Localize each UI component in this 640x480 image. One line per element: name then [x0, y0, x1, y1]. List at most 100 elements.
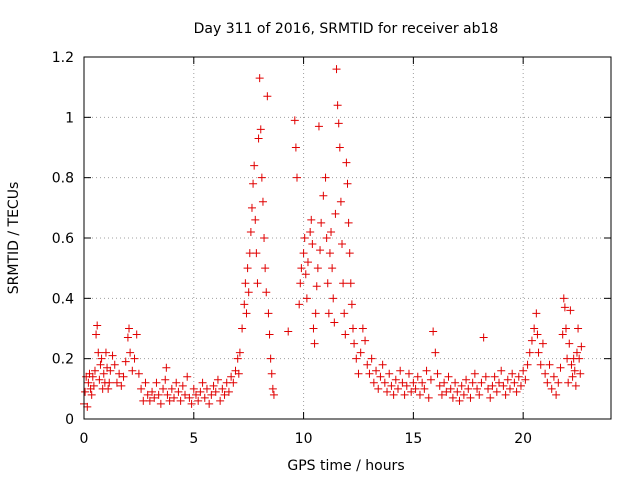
- plot-frame: [83, 56, 612, 420]
- data-point: [165, 396, 174, 405]
- data-point: [538, 339, 547, 348]
- data-point: [244, 288, 253, 297]
- data-point: [290, 116, 299, 125]
- data-point: [329, 294, 338, 303]
- data-point: [391, 375, 400, 384]
- data-point: [325, 249, 334, 258]
- data-point: [527, 336, 536, 345]
- data-point: [224, 387, 233, 396]
- data-point: [130, 354, 139, 363]
- data-point: [300, 234, 309, 242]
- data-point: [336, 197, 345, 206]
- data-point: [525, 348, 534, 357]
- data-point: [574, 324, 583, 333]
- data-point: [317, 218, 326, 227]
- data-point: [260, 234, 269, 242]
- data-point: [324, 309, 333, 318]
- data-point: [170, 393, 179, 402]
- data-point: [218, 384, 227, 393]
- data-point: [341, 330, 350, 339]
- data-point: [367, 354, 376, 363]
- data-point: [167, 384, 176, 393]
- data-point: [564, 378, 573, 387]
- x-tick-label: 0: [80, 431, 89, 447]
- data-point: [234, 369, 243, 378]
- data-point: [321, 173, 330, 182]
- data-point: [303, 258, 312, 267]
- data-point: [495, 378, 504, 387]
- data-point: [311, 309, 320, 318]
- data-point: [90, 366, 99, 375]
- data-point: [396, 366, 405, 375]
- data-point: [422, 366, 431, 375]
- data-point: [435, 381, 444, 390]
- data-point: [365, 369, 374, 378]
- data-point: [261, 264, 270, 273]
- data-point: [117, 381, 126, 390]
- data-point: [108, 351, 117, 360]
- data-point: [411, 384, 420, 393]
- data-point: [84, 378, 93, 387]
- data-point: [266, 354, 275, 363]
- data-point: [250, 161, 259, 170]
- data-point: [110, 360, 119, 369]
- data-point: [372, 366, 381, 375]
- data-point: [264, 309, 273, 318]
- data-point: [312, 282, 321, 291]
- x-tick-label: 10: [295, 431, 313, 447]
- data-point: [352, 354, 361, 363]
- data-point: [398, 378, 407, 387]
- data-point: [380, 378, 389, 387]
- data-point: [440, 378, 449, 387]
- data-point: [490, 372, 499, 381]
- data-point: [194, 396, 203, 405]
- data-point: [547, 384, 556, 393]
- data-point: [126, 348, 135, 357]
- data-point: [418, 378, 427, 387]
- data-point: [128, 366, 137, 375]
- data-point: [433, 369, 442, 378]
- data-point: [310, 339, 319, 348]
- data-point: [235, 348, 244, 357]
- data-point: [172, 378, 181, 387]
- data-point: [306, 227, 315, 236]
- data-point: [501, 390, 510, 399]
- data-point: [156, 399, 165, 408]
- data-point: [431, 348, 440, 357]
- data-point: [181, 390, 190, 399]
- data-point: [220, 390, 229, 399]
- data-point: [394, 384, 403, 393]
- data-point: [402, 381, 411, 390]
- data-point: [189, 384, 198, 393]
- data-point: [132, 330, 141, 339]
- data-point: [335, 143, 344, 152]
- data-point: [426, 375, 435, 384]
- data-point: [575, 354, 584, 363]
- data-point: [291, 143, 300, 152]
- data-point: [92, 330, 101, 339]
- data-point: [213, 375, 222, 384]
- data-point: [227, 372, 236, 381]
- data-point: [302, 294, 311, 303]
- data-point: [481, 372, 490, 381]
- data-point: [159, 384, 168, 393]
- data-point: [407, 387, 416, 396]
- data-point: [152, 378, 161, 387]
- data-point: [267, 369, 276, 378]
- data-point: [176, 396, 185, 405]
- data-point: [106, 366, 115, 375]
- data-point: [88, 372, 97, 381]
- data-point: [448, 393, 457, 402]
- data-point: [299, 249, 308, 258]
- data-point: [313, 264, 322, 273]
- data-point: [389, 390, 398, 399]
- data-point: [345, 249, 354, 258]
- data-point: [561, 324, 570, 333]
- data-point: [484, 384, 493, 393]
- data-point: [105, 378, 114, 387]
- data-point: [241, 279, 250, 288]
- data-point: [358, 324, 367, 333]
- data-point: [296, 279, 305, 288]
- data-point: [477, 378, 486, 387]
